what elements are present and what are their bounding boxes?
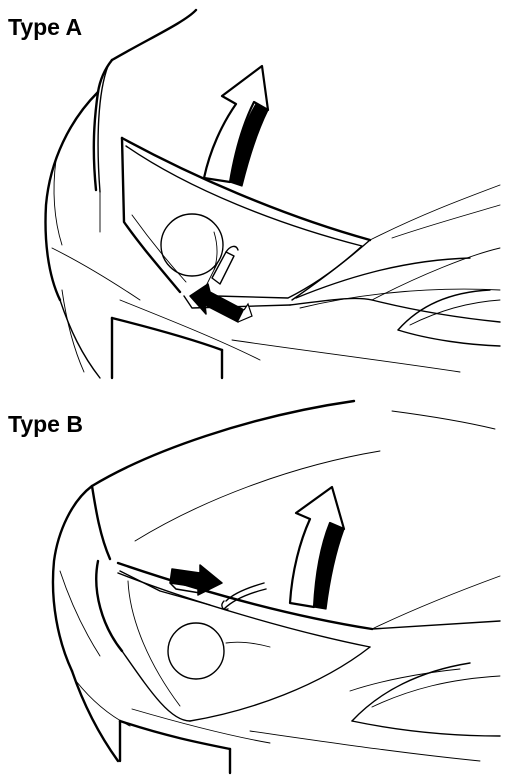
diagram-panel-type-a: Type A	[8, 8, 501, 380]
car-front-illustration-type-a	[44, 8, 501, 380]
front-panel-seam	[119, 570, 481, 762]
hood-latch-lever-icon	[221, 582, 267, 611]
front-panel-seam	[183, 257, 501, 373]
fender-right	[351, 662, 501, 737]
hood-outline	[90, 399, 501, 631]
hood-surface-lines	[369, 184, 501, 301]
hood-latch-lever-icon	[205, 245, 239, 287]
car-front-illustration-type-b	[51, 399, 501, 775]
curved-up-arrow-icon	[288, 485, 346, 610]
panel-label-type-b: Type B	[8, 411, 83, 437]
fender-left	[51, 484, 271, 775]
push-arrow-icon	[169, 564, 223, 596]
push-arrow-icon	[189, 283, 253, 323]
panel-label-type-a: Type A	[8, 14, 83, 40]
fender-right	[397, 289, 501, 347]
curved-up-arrow-icon	[202, 64, 270, 187]
headlight-housing	[125, 145, 363, 299]
diagram-panel-type-b: Type B	[0, 391, 512, 782]
fender-left	[44, 90, 261, 380]
